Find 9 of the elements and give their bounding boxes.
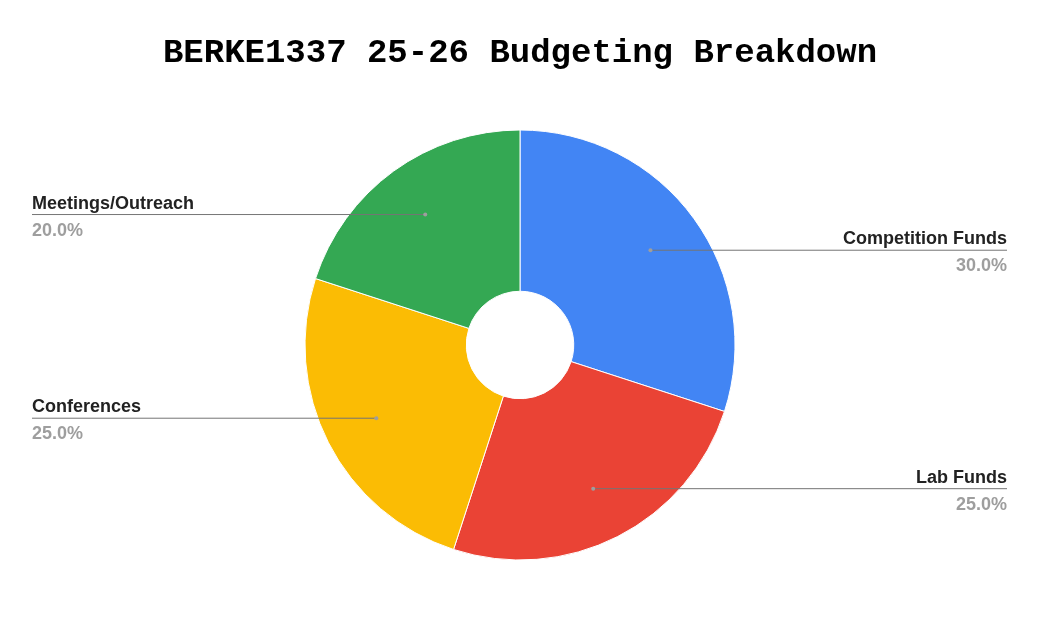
- data-label: 20.0%: [32, 219, 84, 240]
- data-label: 25.0%: [32, 423, 84, 444]
- slice-label: Conferences: [32, 396, 142, 417]
- data-label: 30.0%: [955, 255, 1007, 276]
- slice-label: Meetings/Outreach: [32, 192, 195, 213]
- slice-label: Lab Funds: [916, 466, 1007, 487]
- data-label: 25.0%: [955, 493, 1007, 514]
- slice-label: Competition Funds: [843, 228, 1007, 249]
- chart-title: BERKE1337 25-26 Budgeting Breakdown: [162, 34, 878, 72]
